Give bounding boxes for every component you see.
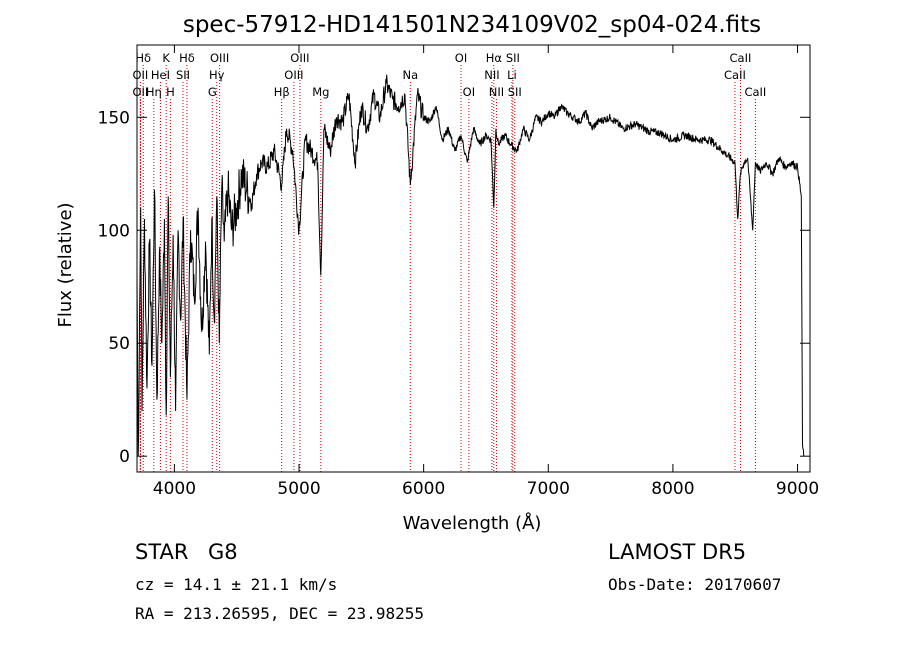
spectral-line-label: OIII [284, 68, 303, 82]
spectral-line-label: Hα [486, 51, 503, 65]
plot-frame [136, 44, 811, 473]
x-tick-label: 6000 [402, 479, 445, 499]
observation-date: Obs-Date: 20170607 [608, 575, 782, 594]
x-tick-label: 5000 [277, 479, 320, 499]
spectral-line-label: OII [132, 85, 148, 99]
spectral-line-label: G [208, 85, 217, 99]
spectral-line-label: SII [508, 85, 522, 99]
spectral-line-label: Hδ [135, 51, 151, 65]
y-axis-label: Flux (relative) [55, 202, 76, 327]
spectral-line-label: HeI [151, 68, 170, 82]
x-axis-ticks: 4000 5000 6000 7000 8000 9000 [153, 45, 819, 499]
spectral-line-label: CaII [724, 68, 746, 82]
spectral-line-label: H [166, 85, 175, 99]
spectral-line-label: SII [176, 68, 190, 82]
spectral-line-label: Li [507, 68, 517, 82]
spectral-line-label: CaII [730, 51, 752, 65]
spectral-line-label: OI [463, 85, 475, 99]
y-tick-label: 150 [98, 108, 130, 128]
coordinates-readout: RA = 213.26595, DEC = 23.98255 [135, 604, 424, 623]
object-subclass: G8 [208, 540, 238, 564]
y-tick-label: 100 [98, 221, 130, 241]
y-axis-ticks: 0 50 100 150 [98, 108, 810, 467]
spectral-line-label: OIII [210, 51, 229, 65]
chart-title: spec-57912-HD141501N234109V02_sp04-024.f… [183, 12, 761, 38]
x-tick-label: 4000 [153, 479, 196, 499]
x-axis-label: Wavelength (Å) [403, 512, 542, 534]
spectral-line-label: OII [132, 68, 148, 82]
spectral-line-label: OIII [290, 51, 309, 65]
spectrum-series-line [136, 74, 805, 457]
spectral-line-label: OI [455, 51, 467, 65]
redshift-readout: cz = 14.1 ± 21.1 km/s [135, 575, 338, 594]
y-tick-label: 50 [108, 334, 130, 354]
x-tick-label: 9000 [776, 479, 819, 499]
x-tick-label: 7000 [527, 479, 570, 499]
y-tick-label: 0 [119, 447, 130, 467]
spectral-line-label: NII [484, 68, 499, 82]
spectral-line-markers [139, 65, 756, 472]
spectral-line-label: CaII [744, 85, 766, 99]
spectral-line-label: Hβ [274, 85, 290, 99]
spectral-line-label: Hη [146, 85, 162, 99]
spectral-line-label: Hγ [209, 68, 225, 82]
spectral-line-label: Mg [312, 85, 329, 99]
spectral-line-label: NII [489, 85, 504, 99]
x-tick-label: 8000 [651, 479, 694, 499]
spectral-line-label: SII [506, 51, 520, 65]
spectral-line-label: K [162, 51, 170, 65]
spectral-line-label: Hδ [179, 51, 195, 65]
object-class: STAR [135, 540, 189, 564]
spectral-line-label: Na [402, 68, 418, 82]
survey-name: LAMOST DR5 [608, 540, 747, 564]
